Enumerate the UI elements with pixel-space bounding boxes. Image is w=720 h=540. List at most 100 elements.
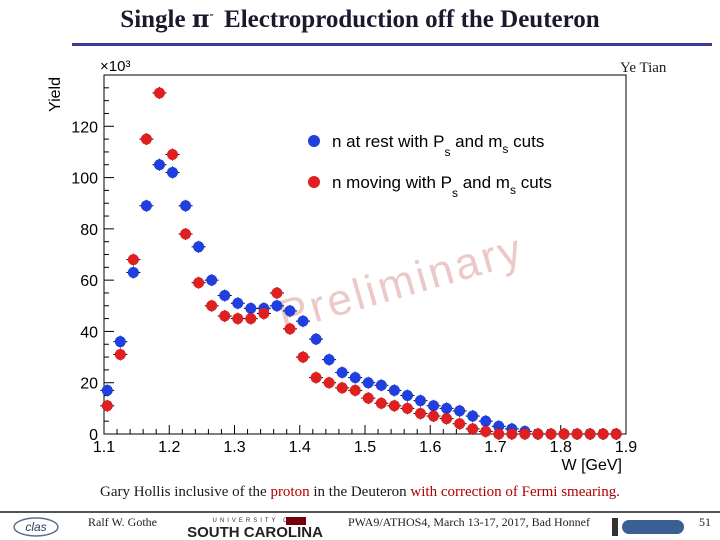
- footer-event: PWA9/ATHOS4, March 13-17, 2017, Bad Honn…: [348, 515, 590, 529]
- data-point: [571, 428, 583, 440]
- data-point: [375, 379, 387, 391]
- data-point: [310, 372, 322, 384]
- data-point: [232, 297, 244, 309]
- y-tick-label: 100: [71, 171, 98, 188]
- data-point: [323, 377, 335, 389]
- x-axis-label: W [GeV]: [562, 457, 622, 474]
- data-point: [493, 428, 505, 440]
- y-tick-label: 120: [71, 119, 98, 136]
- legend-entry-part: and m: [450, 132, 502, 151]
- legend-entry-part: cuts: [516, 173, 552, 192]
- title-pi-symbol: π: [191, 4, 210, 33]
- author-label: Ye Tian: [620, 60, 667, 76]
- x-tick-label: 1.3: [223, 439, 245, 456]
- caption-part1: Gary Hollis inclusive of the: [100, 484, 267, 500]
- data-point: [336, 382, 348, 394]
- conference-logo-badge: [622, 520, 684, 534]
- data-point: [153, 159, 165, 171]
- data-point: [414, 395, 426, 407]
- data-point: [375, 397, 387, 409]
- preliminary-watermark: Preliminary: [273, 224, 530, 341]
- data-point: [114, 349, 126, 361]
- y-tick-label: 20: [80, 376, 98, 393]
- caption-with: with correction of Fermi smearing.: [410, 484, 620, 500]
- title-suffix: Electroproduction off the Deuteron: [224, 6, 600, 33]
- data-point: [271, 287, 283, 299]
- x-tick-label: 1.8: [550, 439, 572, 456]
- y-tick-label: 60: [80, 273, 98, 290]
- x-tick-label: 1.7: [484, 439, 506, 456]
- legend-marker: [308, 135, 320, 147]
- data-point: [245, 302, 257, 314]
- legend-entry-part: s: [444, 145, 450, 159]
- data-point: [441, 402, 453, 414]
- data-point: [401, 390, 413, 402]
- data-point: [167, 148, 179, 160]
- data-point: [193, 277, 205, 289]
- data-point: [297, 315, 309, 327]
- data-point: [519, 428, 531, 440]
- data-point: [454, 405, 466, 417]
- y-axis-label: Yield: [47, 77, 64, 112]
- data-point: [388, 384, 400, 396]
- legend-marker: [308, 176, 320, 188]
- data-point: [140, 200, 152, 212]
- data-point: [284, 305, 296, 317]
- data-point: [428, 410, 440, 422]
- data-point: [258, 307, 270, 319]
- page-number: 51: [699, 515, 711, 529]
- data-point: [480, 425, 492, 437]
- legend-entry-part: n at rest with P: [332, 132, 444, 151]
- usc-logo: UNIVERSITY OF SOUTH CAROLINA: [187, 517, 323, 539]
- data-point: [506, 428, 518, 440]
- data-point: [127, 266, 139, 278]
- data-point: [336, 366, 348, 378]
- data-point: [480, 415, 492, 427]
- x-tick-label: 1.6: [419, 439, 441, 456]
- clas-logo-text: clas: [25, 520, 46, 534]
- data-point: [545, 428, 557, 440]
- data-point: [323, 354, 335, 366]
- data-point: [101, 384, 113, 396]
- data-point: [414, 407, 426, 419]
- data-point: [428, 400, 440, 412]
- slide-title: Single π- Electroproduction off the Deut…: [0, 4, 720, 34]
- legend-entry-part: s: [502, 142, 508, 156]
- legend-entry-part: s: [452, 186, 458, 200]
- figure-caption: Gary Hollis inclusive of the proton in t…: [0, 484, 720, 501]
- data-point: [127, 254, 139, 266]
- data-point: [467, 423, 479, 435]
- x-tick-label: 1.5: [354, 439, 376, 456]
- data-point: [362, 392, 374, 404]
- data-point: [219, 290, 231, 302]
- conference-logo-bar: [612, 518, 618, 536]
- x-tick-label: 1.2: [158, 439, 180, 456]
- x-tick-label: 1.9: [615, 439, 637, 456]
- data-point: [193, 241, 205, 253]
- data-point: [180, 200, 192, 212]
- data-point: [271, 300, 283, 312]
- legend-entry-part: cuts: [508, 132, 544, 151]
- data-point: [219, 310, 231, 322]
- footer-presenter: Ralf W. Gothe: [88, 515, 157, 529]
- title-prefix: Single: [120, 6, 186, 33]
- data-point: [467, 410, 479, 422]
- legend-entry-part: and m: [458, 173, 510, 192]
- data-point: [349, 384, 361, 396]
- data-point: [597, 428, 609, 440]
- caption-part2: in the Deuteron: [313, 484, 407, 500]
- x-tick-label: 1.4: [289, 439, 311, 456]
- data-point: [153, 87, 165, 99]
- data-point: [454, 418, 466, 430]
- usc-logo-mark: [286, 517, 306, 525]
- yield-chart: Preliminary 1.1 1.2 1.3 1.4 1.5 1.6 1.7 1.8 1.9 0 2…: [47, 58, 637, 474]
- data-point: [167, 166, 179, 178]
- legend-entry-part: n moving with P: [332, 173, 452, 192]
- usc-logo-top: UNIVERSITY OF: [213, 518, 298, 524]
- data-point: [532, 428, 544, 440]
- data-point: [388, 400, 400, 412]
- data-point: [245, 313, 257, 325]
- data-point: [362, 377, 374, 389]
- title-superscript: -: [209, 6, 214, 21]
- title-underline: [72, 43, 712, 46]
